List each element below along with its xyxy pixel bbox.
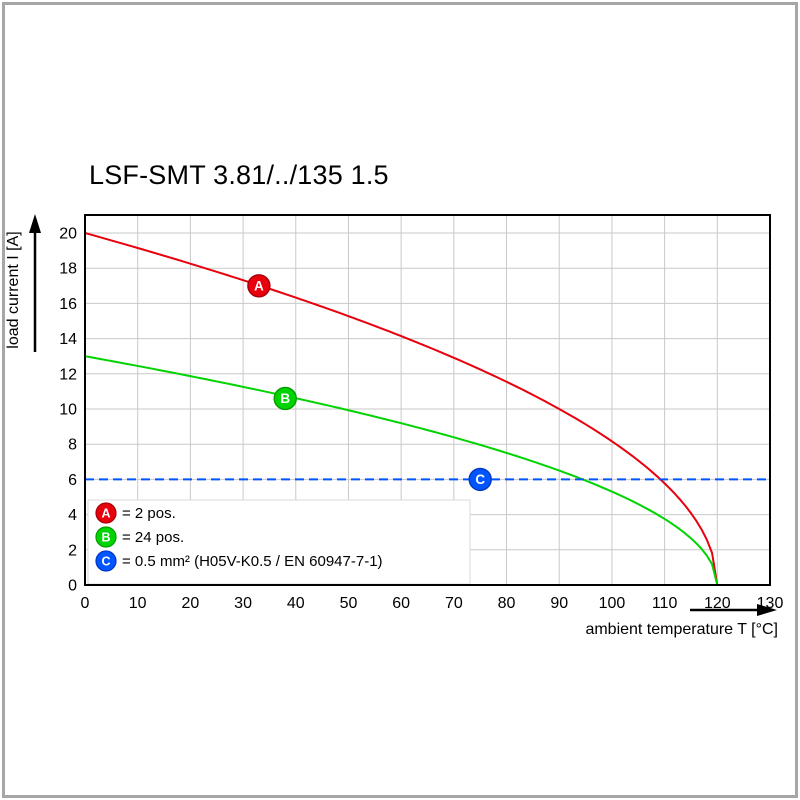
legend-marker-A <box>95 502 117 524</box>
marker-letter-C: C <box>475 472 485 487</box>
legend-marker-letter-B: B <box>101 531 110 545</box>
y-tick-label: 12 <box>59 366 77 383</box>
y-tick-label: 0 <box>68 578 77 595</box>
y-tick-label: 14 <box>59 331 77 348</box>
curve-A <box>84 232 719 586</box>
x-tick-label: 50 <box>340 595 358 612</box>
y-tick-label: 16 <box>59 296 77 313</box>
x-tick-label: 10 <box>129 595 147 612</box>
plot-frame <box>84 214 771 586</box>
y-tick-label: 18 <box>59 261 77 278</box>
legend-marker-letter-A: A <box>101 507 110 521</box>
y-tick-label: 20 <box>59 226 77 243</box>
legend-layer: A = 2 pos. B = 24 pos. C = 0.5 mm² (H05V-K0.5… <box>87 499 471 585</box>
axis-layer: 0 10 20 30 40 50 60 70 80 90 100 110 120 130024681012… <box>29 214 783 616</box>
y-tick-label: 10 <box>59 402 77 419</box>
x-tick-label: 20 <box>181 595 199 612</box>
y-axis-arrowhead <box>29 214 41 233</box>
marker-B <box>273 386 297 411</box>
marker-A <box>247 274 271 298</box>
x-tick-label: 60 <box>392 595 410 612</box>
x-tick-label: 80 <box>498 595 516 612</box>
x-tick-label: 30 <box>234 595 252 612</box>
x-tick-label: 40 <box>287 595 305 612</box>
legend-marker-letter-C: C <box>101 555 110 569</box>
marker-letter-B: B <box>280 391 290 406</box>
y-axis-label: load current I [A] <box>5 231 22 348</box>
y-tick-label: 6 <box>68 472 77 489</box>
series-layer <box>84 232 770 586</box>
marker-letter-A: A <box>254 279 264 294</box>
y-tick-label: 2 <box>68 542 77 559</box>
x-tick-label: 120 <box>704 595 731 612</box>
curve-B <box>84 355 719 586</box>
x-tick-label: 90 <box>550 595 568 612</box>
marker-C <box>468 467 492 492</box>
x-tick-label: 100 <box>599 595 626 612</box>
legend-label-B: = 24 pos. <box>122 529 184 546</box>
legend-marker-C <box>95 550 117 572</box>
x-tick-label: 70 <box>445 595 463 612</box>
legend-label-C: = 0.5 mm² (H05V-K0.5 / EN 60947-7-1) <box>122 553 383 570</box>
y-tick-label: 4 <box>68 507 77 524</box>
y-tick-label: 8 <box>68 437 77 454</box>
x-tick-label: 110 <box>652 595 678 612</box>
x-tick-label: 0 <box>81 595 90 612</box>
x-axis-arrowhead <box>757 604 777 616</box>
chart-title: LSF-SMT 3.81/../135 1.5 <box>89 160 389 190</box>
legend-box <box>87 499 471 585</box>
x-axis-label: ambient temperature T [°C] <box>585 621 778 638</box>
marker-layer: A B C <box>247 274 492 492</box>
legend-marker-B <box>95 526 117 548</box>
legend-label-A: = 2 pos. <box>122 505 176 522</box>
